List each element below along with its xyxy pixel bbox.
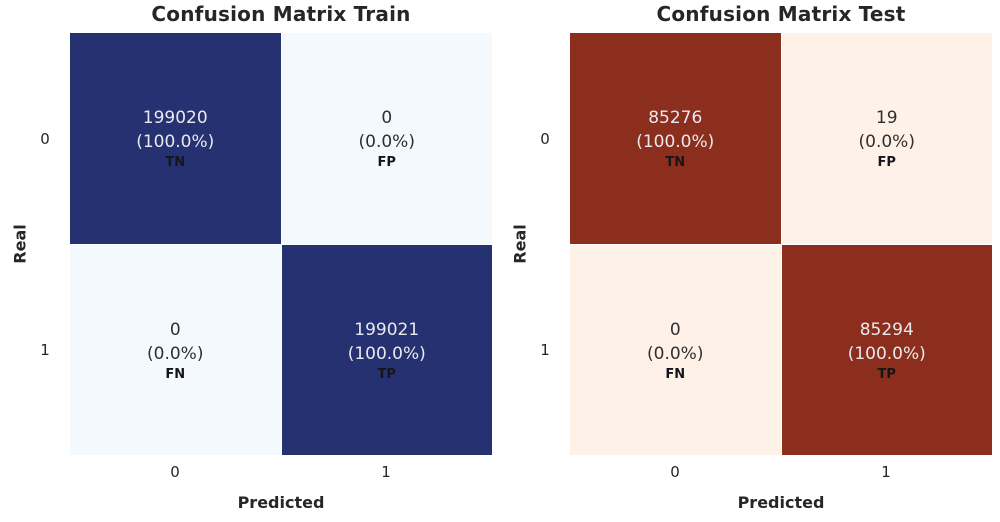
test-cell-fp: 19 (0.0%) FP — [781, 33, 992, 244]
test-chart-title: Confusion Matrix Test — [656, 2, 906, 26]
cell-value: 199020 — [142, 108, 208, 129]
train-y-tick-0: 0 — [40, 130, 50, 148]
cell-value: 199021 — [354, 319, 420, 340]
train-cell-tp: 199021 (100.0%) TP — [281, 244, 492, 455]
cell-percent: (100.0%) — [636, 132, 715, 153]
cell-percent: (0.0%) — [147, 343, 204, 364]
cell-percent: (0.0%) — [647, 343, 704, 364]
train-heatmap: 199020 (100.0%) TN 0 (0.0%) FP 0 (0.0%) … — [70, 33, 492, 455]
cell-abbr: FN — [665, 366, 686, 382]
cell-value: 85276 — [648, 108, 703, 129]
test-cell-fn: 0 (0.0%) FN — [570, 244, 781, 455]
test-x-axis-label: Predicted — [737, 493, 825, 512]
test-panel: Confusion Matrix Test Real 0 1 85276 (10… — [500, 0, 1000, 522]
train-y-tick-1: 1 — [40, 341, 50, 359]
train-cell-tn: 199020 (100.0%) TN — [70, 33, 281, 244]
test-cell-tn: 85276 (100.0%) TN — [570, 33, 781, 244]
cell-value: 0 — [669, 319, 681, 340]
cell-value: 0 — [381, 108, 393, 129]
cell-abbr: TP — [377, 366, 396, 382]
train-x-tick-1: 1 — [381, 463, 391, 481]
train-cell-fp: 0 (0.0%) FP — [281, 33, 492, 244]
test-y-tick-1: 1 — [540, 341, 550, 359]
test-y-tick-0: 0 — [540, 130, 550, 148]
cell-value: 0 — [169, 319, 181, 340]
cell-percent: (100.0%) — [136, 132, 215, 153]
cell-abbr: TP — [877, 366, 896, 382]
cell-abbr: TN — [665, 155, 686, 171]
cell-abbr: FP — [377, 155, 396, 171]
train-chart-title: Confusion Matrix Train — [151, 2, 411, 26]
cell-percent: (100.0%) — [847, 343, 926, 364]
test-cell-tp: 85294 (100.0%) TP — [781, 244, 992, 455]
test-x-tick-1: 1 — [881, 463, 891, 481]
cell-abbr: TN — [165, 155, 186, 171]
cell-percent: (0.0%) — [858, 132, 915, 153]
cell-value: 85294 — [859, 319, 914, 340]
cell-percent: (100.0%) — [347, 343, 426, 364]
cell-abbr: FN — [165, 366, 186, 382]
test-heatmap: 85276 (100.0%) TN 19 (0.0%) FP 0 (0.0%) … — [570, 33, 992, 455]
train-y-axis-label: Real — [10, 224, 30, 264]
train-x-axis-label: Predicted — [237, 493, 325, 512]
cell-abbr: FP — [877, 155, 896, 171]
test-x-tick-0: 0 — [670, 463, 680, 481]
train-cell-fn: 0 (0.0%) FN — [70, 244, 281, 455]
train-x-tick-0: 0 — [170, 463, 180, 481]
cell-percent: (0.0%) — [358, 132, 415, 153]
test-y-axis-label: Real — [510, 224, 530, 264]
cell-value: 19 — [875, 108, 898, 129]
train-panel: Confusion Matrix Train Real 0 1 199020 (… — [10, 2, 492, 512]
